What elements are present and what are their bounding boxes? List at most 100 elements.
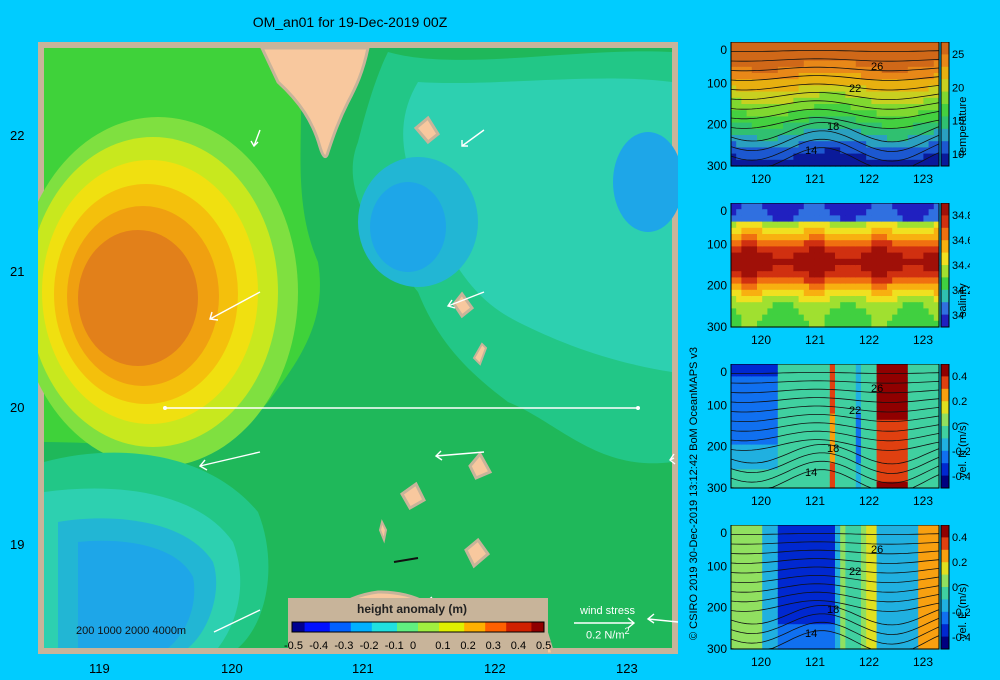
section-cell	[881, 624, 888, 631]
section-cell	[767, 296, 774, 303]
lon-tick-123: 123	[616, 661, 638, 676]
section-cell	[772, 141, 779, 148]
section-cell	[871, 209, 878, 216]
section-cell	[793, 97, 800, 105]
section-cell	[772, 227, 779, 235]
section-cell	[731, 587, 737, 594]
section-cell	[762, 475, 768, 483]
section-cell	[824, 593, 831, 600]
section-cell	[751, 438, 758, 446]
section-cell	[845, 128, 852, 136]
section-cell	[772, 426, 779, 433]
section-cell	[767, 580, 774, 588]
section-cell	[788, 234, 794, 241]
section-cell	[866, 543, 872, 551]
section-cell	[866, 203, 872, 210]
section-cell	[751, 605, 758, 613]
colorbar-cell	[350, 622, 356, 632]
section-cell	[840, 252, 846, 260]
section-cell	[871, 73, 878, 80]
section-cell	[887, 549, 893, 557]
section-cell	[923, 543, 930, 551]
section-cell	[746, 240, 753, 247]
section-cell	[861, 395, 867, 402]
colorbar-cell	[422, 622, 427, 632]
section-cell	[887, 444, 893, 452]
section-cell	[881, 562, 888, 569]
section-cell	[731, 135, 737, 142]
section-cell	[751, 580, 758, 588]
section-cell	[824, 438, 831, 446]
section-cell	[762, 227, 768, 235]
section-cell	[819, 438, 826, 446]
section-cell	[741, 252, 748, 260]
section-cell	[840, 91, 846, 99]
section-cell	[788, 240, 794, 247]
section-cell	[907, 556, 914, 563]
section-cell	[788, 203, 794, 210]
section-cell	[881, 382, 888, 390]
section-cell	[783, 135, 789, 142]
section-cell	[855, 283, 862, 291]
section-cell	[757, 314, 763, 322]
section-cell	[923, 79, 930, 86]
section-cell	[866, 525, 872, 532]
section-cell	[892, 209, 898, 216]
section-cell	[861, 450, 867, 458]
section-cell	[850, 221, 857, 229]
section-cell	[887, 240, 893, 247]
section-cell	[741, 265, 748, 272]
section-cell	[918, 135, 924, 142]
section-cell	[746, 611, 753, 619]
section-cell	[887, 203, 893, 210]
section-cell	[731, 624, 737, 631]
section-cell	[819, 153, 826, 161]
section-cell	[923, 320, 930, 328]
section-cell	[777, 135, 784, 142]
isotherm-contour	[730, 439, 940, 451]
section-cell	[777, 203, 784, 210]
section-cell	[819, 531, 826, 538]
section-cell	[741, 562, 748, 569]
section-cell	[757, 475, 763, 483]
section-cell	[845, 308, 852, 316]
section-cell	[798, 302, 805, 309]
section-cell	[788, 141, 794, 148]
section-cell	[814, 265, 820, 272]
section-cell	[923, 203, 930, 210]
section-cell	[845, 630, 852, 638]
isotherm-contour	[730, 108, 940, 120]
section-cell	[767, 376, 774, 384]
section-cell	[741, 376, 748, 384]
section-cell	[757, 587, 763, 594]
section-cell	[741, 42, 748, 49]
section-cell	[907, 432, 914, 439]
section-cell	[777, 227, 784, 235]
section-cell	[814, 60, 820, 68]
section-cell	[835, 624, 841, 631]
section-cell	[876, 54, 883, 62]
section-cell	[845, 611, 852, 619]
section-cell	[767, 116, 774, 124]
section-cell	[907, 265, 914, 272]
section-cell	[829, 308, 836, 316]
section-cell	[777, 543, 784, 551]
section-cell	[866, 135, 872, 142]
panel-colorbar-cell	[941, 252, 949, 266]
section-cell	[881, 215, 888, 223]
section-cell	[798, 289, 805, 297]
section-cell	[840, 531, 846, 538]
section-cell	[783, 42, 789, 49]
section-cell	[897, 79, 904, 86]
section-cell	[788, 549, 794, 557]
section-cell	[871, 54, 878, 62]
section-cell	[907, 481, 914, 489]
section-cell	[892, 91, 898, 99]
section-cell	[783, 525, 789, 532]
section-cell	[918, 395, 924, 402]
section-cell	[772, 135, 779, 142]
section-cell	[835, 605, 841, 613]
section-cell	[907, 42, 914, 49]
section-cell	[798, 593, 805, 600]
section-cell	[897, 525, 904, 532]
